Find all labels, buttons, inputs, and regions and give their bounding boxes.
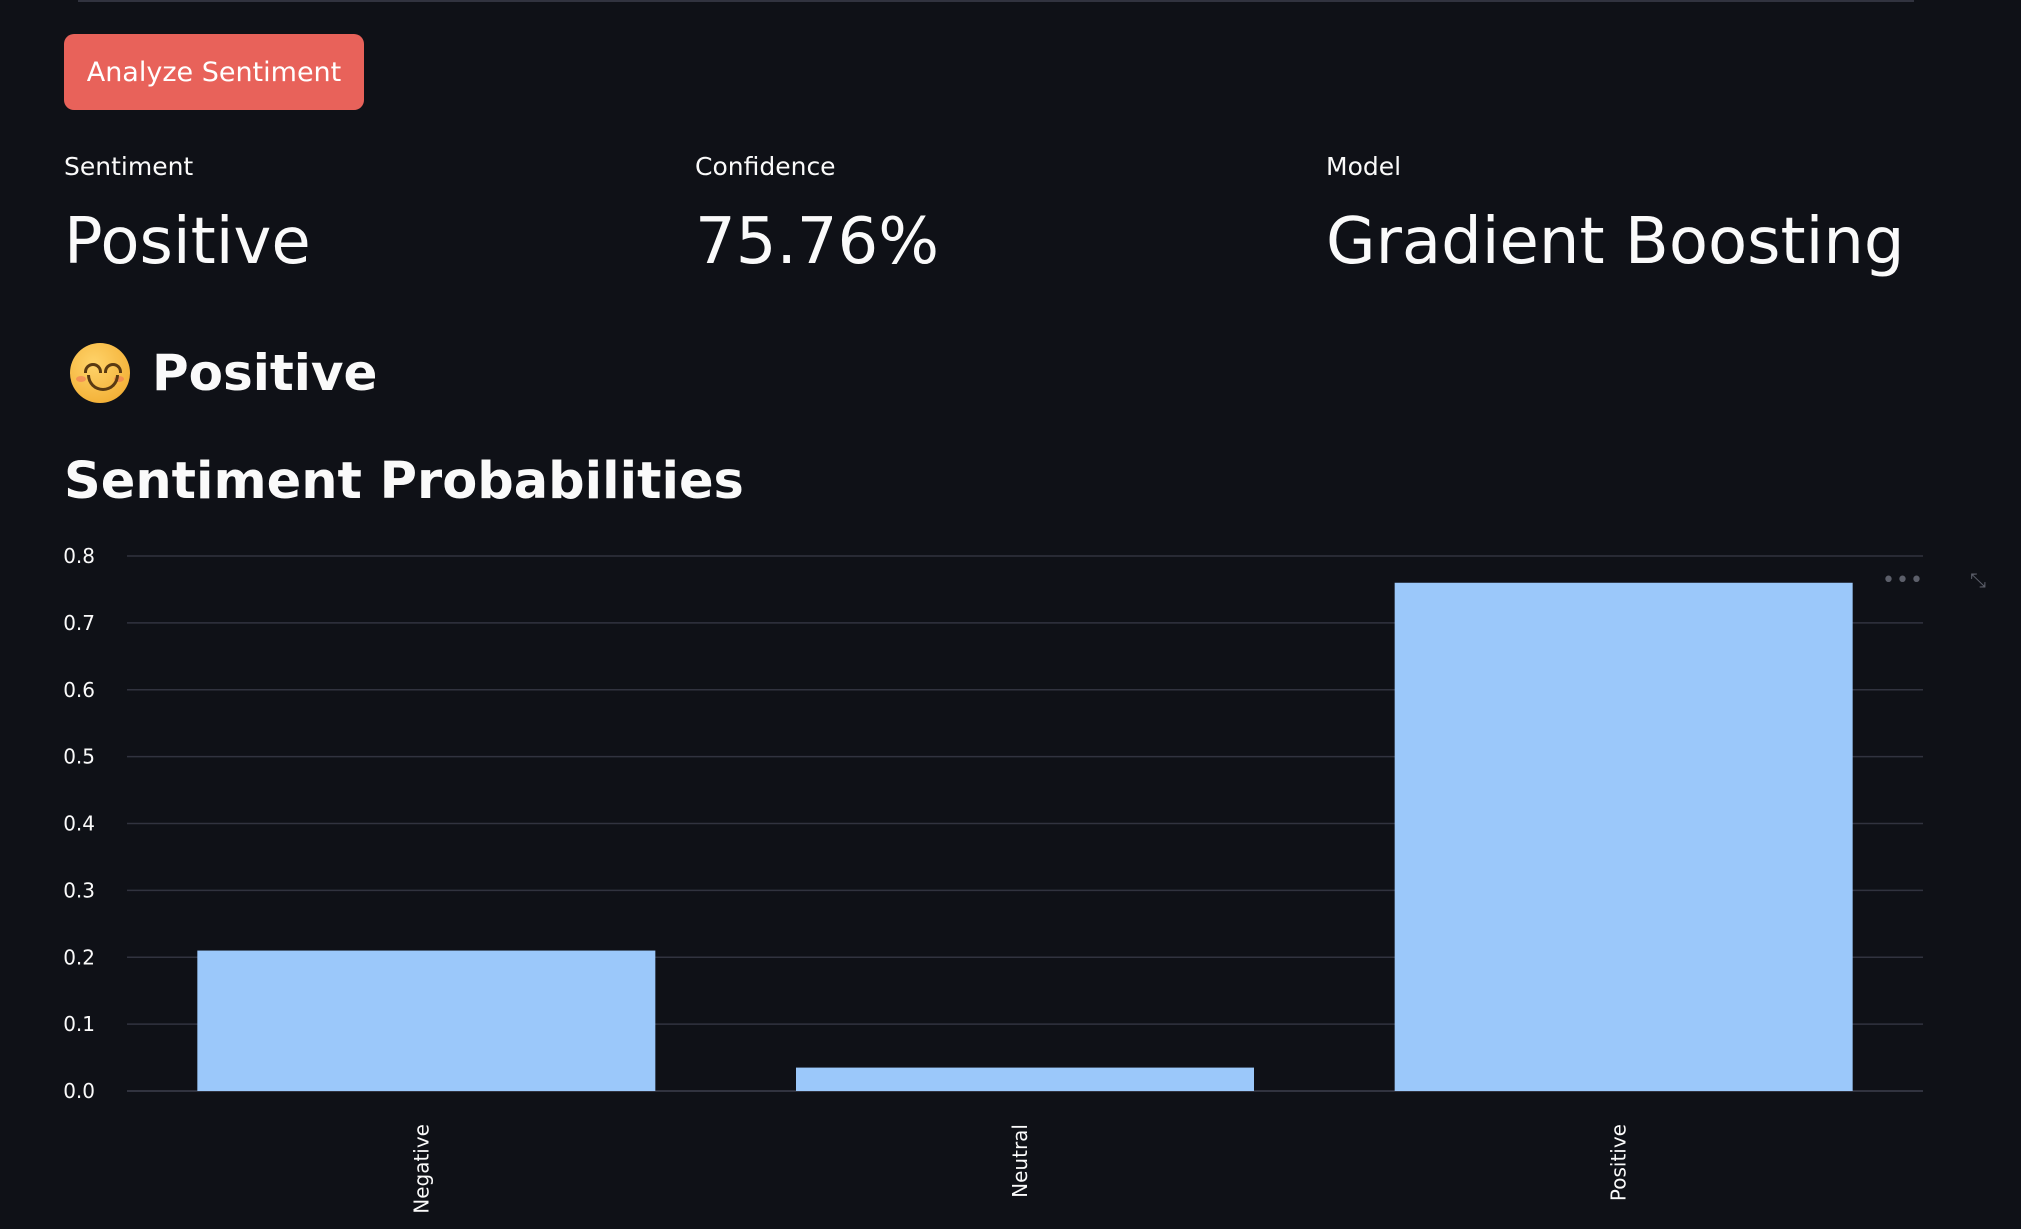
sentiment-result-heading: Positive (70, 338, 377, 408)
y-tick-label: 0.4 (63, 812, 95, 836)
ellipsis-icon[interactable]: ••• (1882, 568, 1924, 593)
bar-neutral[interactable] (796, 1067, 1254, 1091)
y-tick-label: 0.6 (63, 678, 95, 702)
bar-positive[interactable] (1394, 582, 1853, 1091)
y-tick-label: 0.7 (63, 611, 95, 635)
metric-value: 75.76% (695, 205, 940, 279)
x-tick-label: Neutral (1008, 1124, 1032, 1198)
sentiment-result-label: Positive (152, 344, 378, 402)
smiling-face-icon (70, 343, 130, 403)
expand-icon[interactable]: ⤡ (1970, 568, 1986, 592)
metric-model: Model Gradient Boosting (1326, 150, 1905, 282)
y-tick-label: 0.2 (63, 945, 95, 969)
metric-label: Sentiment (64, 152, 194, 181)
y-tick-label: 0.1 (63, 1012, 95, 1036)
y-tick-label: 0.5 (63, 745, 95, 769)
y-tick-label: 0.3 (63, 878, 95, 902)
top-divider (78, 0, 1914, 2)
y-tick-label: 0.8 (63, 544, 95, 568)
metric-label: Confidence (695, 152, 836, 181)
bar-negative[interactable] (197, 950, 656, 1091)
metric-label: Model (1326, 152, 1402, 181)
metric-confidence: Confidence 75.76% (695, 150, 939, 282)
metric-sentiment: Sentiment Positive (64, 150, 311, 282)
metric-value: Gradient Boosting (1326, 205, 1905, 279)
x-tick-label: Negative (409, 1124, 433, 1214)
analyze-sentiment-button[interactable]: Analyze Sentiment (64, 34, 364, 110)
x-tick-label: Positive (1607, 1124, 1631, 1201)
chart-section-title: Sentiment Probabilities (64, 452, 744, 511)
y-tick-label: 0.0 (63, 1079, 95, 1103)
metric-value: Positive (64, 205, 311, 279)
